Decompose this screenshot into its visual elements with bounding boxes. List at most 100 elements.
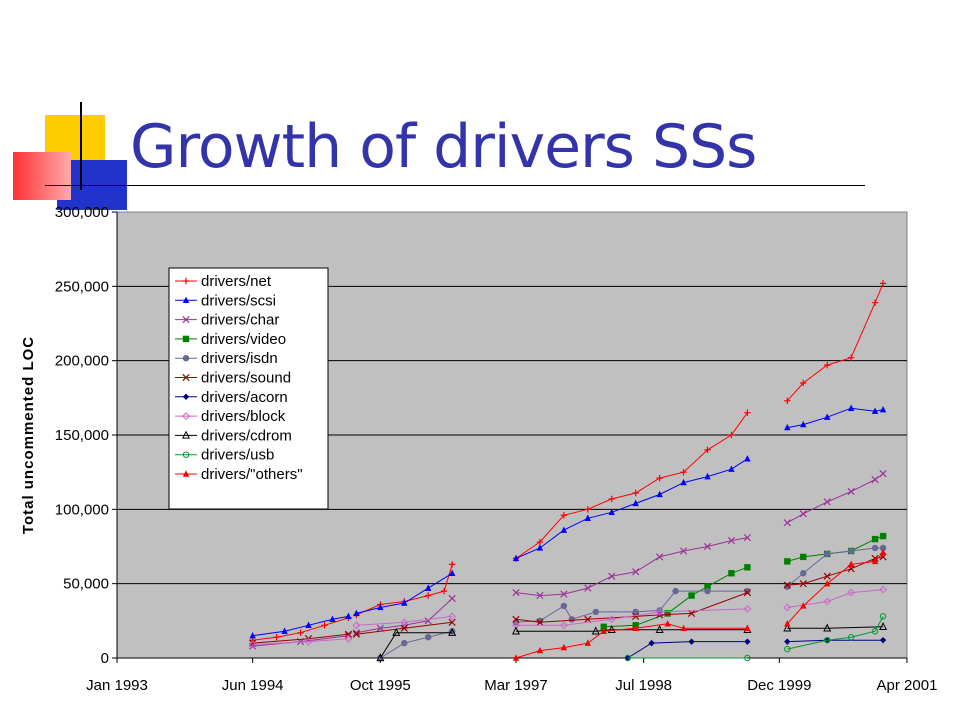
legend-label: drivers/acorn [201,389,288,406]
data-point [648,639,655,647]
legend-marker [182,277,190,285]
data-point [248,640,257,649]
data-point [448,612,457,621]
data-point [871,299,879,306]
series-7 [248,585,887,649]
data-point [784,620,791,627]
series-line [356,564,453,616]
y-tick-label: 300,000 [55,204,109,221]
data-point [688,638,695,645]
data-point [536,538,544,546]
data-point [400,624,408,632]
data-point [847,404,855,411]
legend-label: drivers/"others" [201,466,303,483]
legend-label: drivers/isdn [201,350,278,367]
data-point [329,615,336,623]
data-point [871,407,879,414]
data-point [728,465,735,472]
data-point [879,613,887,620]
series-line [516,608,748,626]
data-point [632,624,639,631]
data-point [744,654,751,662]
data-point [704,587,711,595]
data-point [345,612,352,620]
series-1 [249,404,887,639]
legend-item: drivers/net [175,273,272,290]
legend-marker [182,412,190,421]
data-point [512,615,520,623]
data-point [800,602,807,609]
data-point [656,474,663,482]
data-point [664,610,671,617]
data-point [879,621,888,630]
data-point [584,584,592,592]
data-point [847,633,855,641]
legend-marker [182,470,190,477]
data-point [425,584,432,591]
data-point [584,506,592,513]
y-axis: 0 50,000 100,000 150,000 200,000 250,000 300,0… [55,204,118,667]
x-tick-label: Jan 1993 [86,677,148,694]
series-4 [377,544,887,662]
data-point [680,478,687,486]
data-point [353,609,360,617]
y-tick-label: 0 [101,650,109,667]
data-point [800,420,807,428]
series-line [515,590,748,623]
data-point [823,572,831,580]
data-point [823,597,832,606]
data-point [560,590,568,598]
data-point [800,553,807,561]
data-point [297,629,304,636]
data-point [743,533,752,542]
data-point [632,489,639,497]
data-point [536,591,544,600]
legend-label: drivers/usb [201,447,274,464]
data-point [249,632,256,639]
data-point [800,379,807,387]
series-line [379,632,453,659]
data-point [321,622,328,629]
series-line [786,283,884,402]
data-point [744,564,751,571]
data-point [664,620,671,627]
data-point [823,498,831,506]
y-tick-label: 50,000 [63,576,109,593]
data-point [273,633,280,641]
data-point [824,550,831,558]
data-point [425,633,432,641]
data-point [584,615,592,623]
data-point [847,588,856,597]
series-line [252,638,349,646]
y-tick-label: 200,000 [55,353,109,370]
data-point [632,568,640,576]
decor-vertical-line [80,102,82,190]
series-line [356,615,453,626]
data-point [632,608,639,616]
data-point [784,558,791,565]
data-point [632,612,640,620]
legend-item: drivers/acorn [175,389,288,406]
legend-label: drivers/cdrom [201,427,292,444]
data-point [879,548,887,556]
data-point [401,599,408,606]
legend-label: drivers/net [201,273,272,290]
data-point [783,603,792,612]
data-point [536,646,544,654]
data-point [560,643,568,651]
series-2 [249,470,887,650]
data-point [744,638,751,645]
data-point [879,470,887,478]
data-point [392,627,401,636]
data-point [448,627,457,636]
x-axis: Jan 1993 Jun 1994 Oct 1995 Mar 1997 Jul 1998… [86,657,937,694]
data-point [600,627,607,634]
data-point [783,623,792,632]
data-point [784,645,791,653]
data-point [744,624,751,631]
data-point [607,615,616,624]
data-point [799,510,807,518]
data-point [784,397,791,405]
data-point [440,587,448,595]
